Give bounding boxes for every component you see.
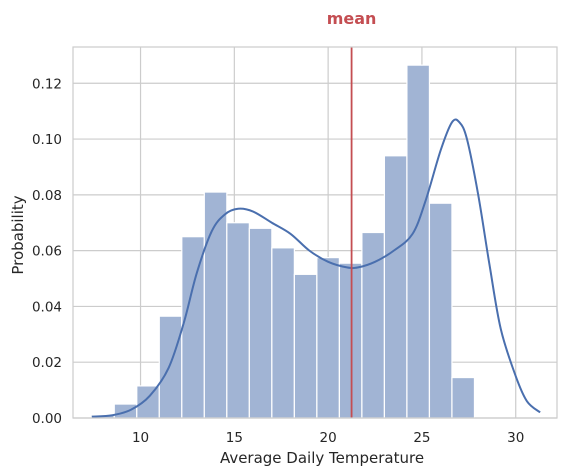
plot-border xyxy=(72,46,558,419)
tick-labels: 10 15 20 25 30 0.00 0.02 0.04 0.06 0.08 0.10 0.12 xyxy=(32,76,524,446)
x-tick-label: 10 xyxy=(132,430,149,446)
y-tick-label: 0.12 xyxy=(32,76,62,92)
y-tick-label: 0.08 xyxy=(32,188,62,204)
y-tick-label: 0.10 xyxy=(32,132,62,148)
histogram-bars xyxy=(91,64,476,419)
y-tick-label: 0.02 xyxy=(32,355,62,371)
histogram-bar xyxy=(406,64,431,419)
x-tick-label: 15 xyxy=(226,430,243,446)
x-tick-label: 30 xyxy=(507,430,524,446)
kde-line xyxy=(91,118,541,418)
histogram-bar xyxy=(181,236,205,419)
x-axis-label: Average Daily Temperature xyxy=(220,449,424,467)
histogram-bar xyxy=(383,155,408,419)
histogram-bar xyxy=(361,231,386,419)
y-axis-label: Probability xyxy=(9,195,27,274)
histogram-bar xyxy=(248,227,273,419)
plot-frame xyxy=(72,46,558,419)
kde-curve xyxy=(91,118,541,418)
histogram-bar xyxy=(316,257,340,419)
y-tick-label: 0.00 xyxy=(32,411,62,427)
histogram-bar xyxy=(226,222,250,419)
y-tick-label: 0.06 xyxy=(32,244,62,260)
histogram-bar xyxy=(451,376,476,419)
histogram-bar xyxy=(136,385,160,419)
histogram-bar xyxy=(158,315,183,419)
histogram-bar xyxy=(428,202,453,419)
histogram-bar xyxy=(293,273,318,419)
histogram-bar xyxy=(338,262,363,419)
histogram-bar xyxy=(271,247,295,419)
x-tick-label: 20 xyxy=(320,430,337,446)
mean-label: mean xyxy=(327,9,377,28)
x-tick-label: 25 xyxy=(413,430,430,446)
y-tick-label: 0.04 xyxy=(32,299,62,315)
